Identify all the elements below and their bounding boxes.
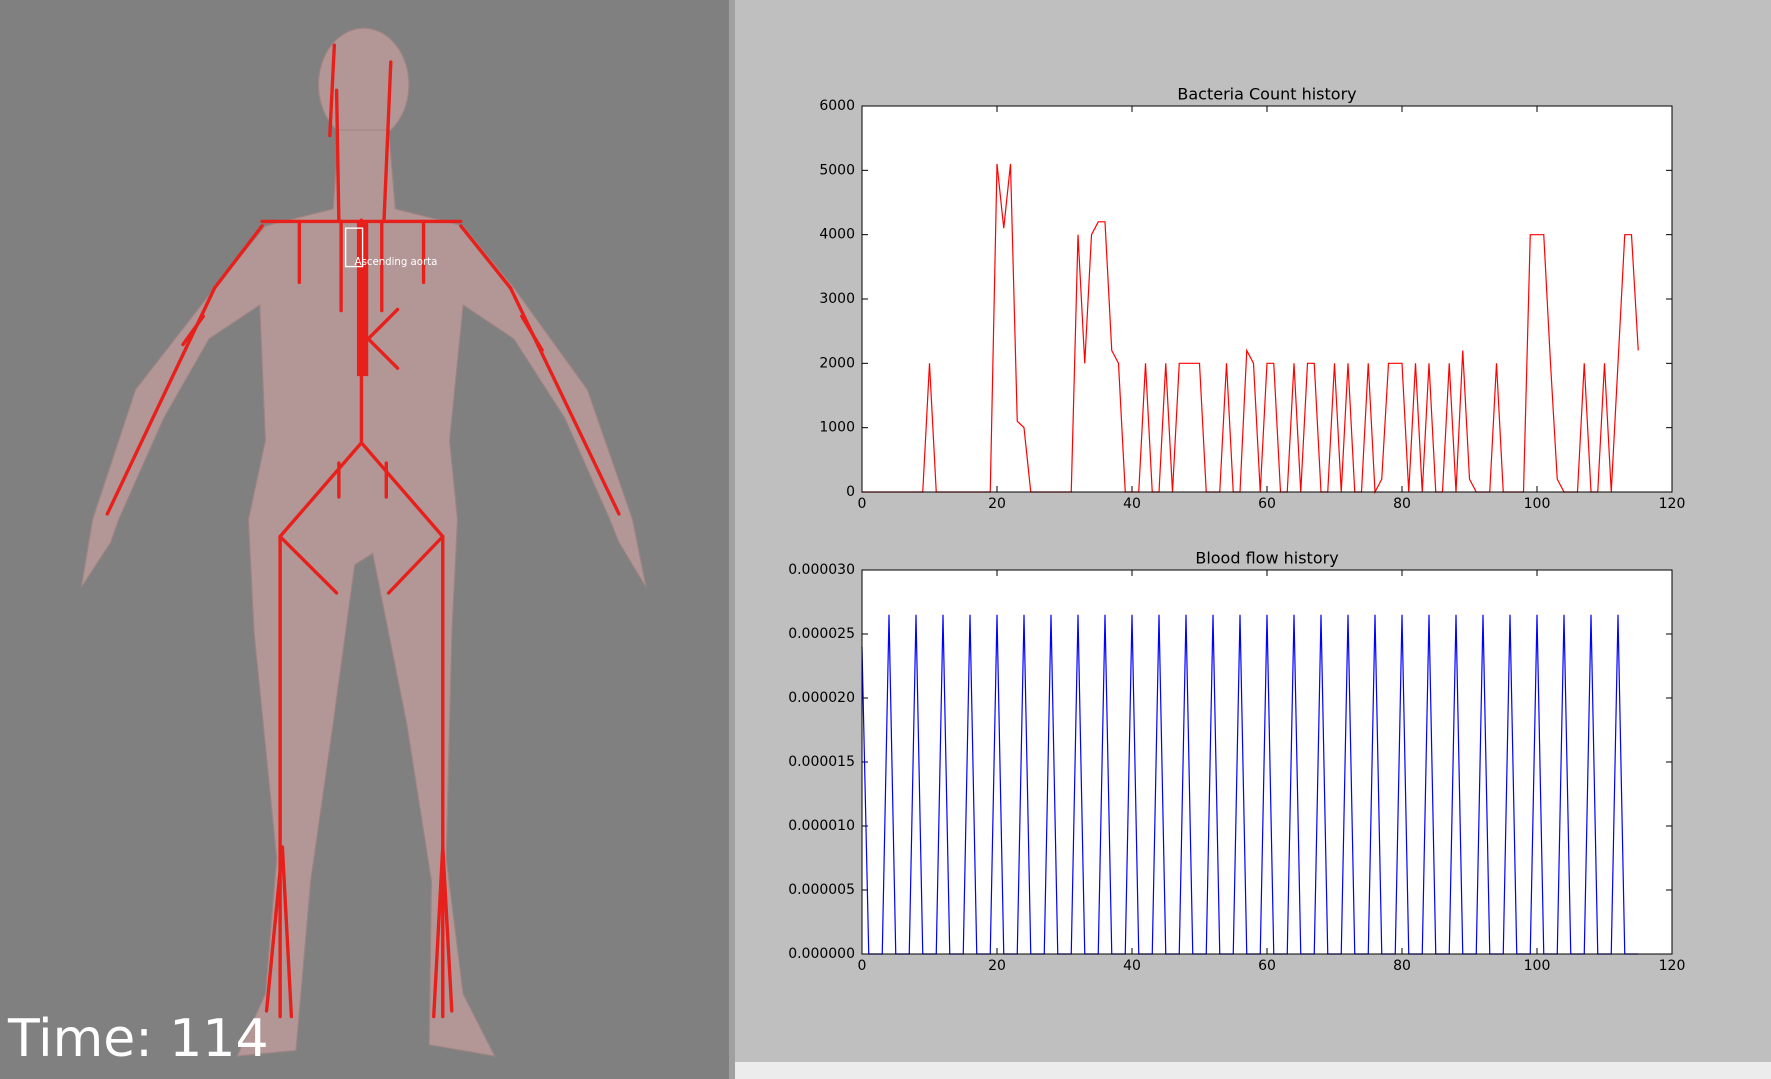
body-model: Ascending aorta: [80, 27, 647, 1057]
y-tick-label: 0.000025: [788, 626, 855, 642]
y-tick-label: 0.000005: [788, 882, 855, 898]
chart-title: Bacteria Count history: [1177, 85, 1356, 104]
x-tick-label: 40: [1123, 958, 1141, 974]
x-tick-label: 0: [858, 496, 867, 512]
x-tick-label: 80: [1393, 496, 1411, 512]
plot-frame: [861, 569, 1673, 955]
time-label: Time: 114: [7, 1009, 269, 1069]
y-tick-label: 3000: [819, 291, 855, 307]
y-tick-label: 6000: [819, 98, 855, 114]
x-tick-label: 120: [1659, 496, 1686, 512]
x-tick-label: 80: [1393, 958, 1411, 974]
y-tick-label: 5000: [819, 162, 855, 178]
y-tick-label: 0.000015: [788, 754, 855, 770]
x-tick-label: 40: [1123, 496, 1141, 512]
y-tick-label: 0.000010: [788, 818, 855, 834]
x-tick-label: 20: [988, 958, 1006, 974]
y-tick-label: 2000: [819, 355, 855, 371]
y-tick-label: 0.000000: [788, 946, 855, 962]
panel-divider: [729, 0, 735, 1079]
plot-frame: [861, 105, 1673, 493]
x-tick-label: 60: [1258, 496, 1276, 512]
y-tick-label: 0.000020: [788, 690, 855, 706]
y-tick-label: 0.000030: [788, 562, 855, 578]
y-tick-label: 4000: [819, 227, 855, 243]
x-tick-label: 120: [1659, 958, 1686, 974]
plot-area: [862, 106, 1672, 492]
y-tick-label: 1000: [819, 420, 855, 436]
bottom-strip: [729, 1062, 1771, 1079]
y-tick-label: 0: [846, 484, 855, 500]
x-tick-label: 20: [988, 496, 1006, 512]
x-tick-label: 0: [858, 958, 867, 974]
x-tick-label: 100: [1524, 958, 1551, 974]
x-tick-label: 100: [1524, 496, 1551, 512]
chart-title: Blood flow history: [1195, 549, 1338, 568]
x-tick-label: 60: [1258, 958, 1276, 974]
vessel-label: Ascending aorta: [355, 257, 438, 268]
